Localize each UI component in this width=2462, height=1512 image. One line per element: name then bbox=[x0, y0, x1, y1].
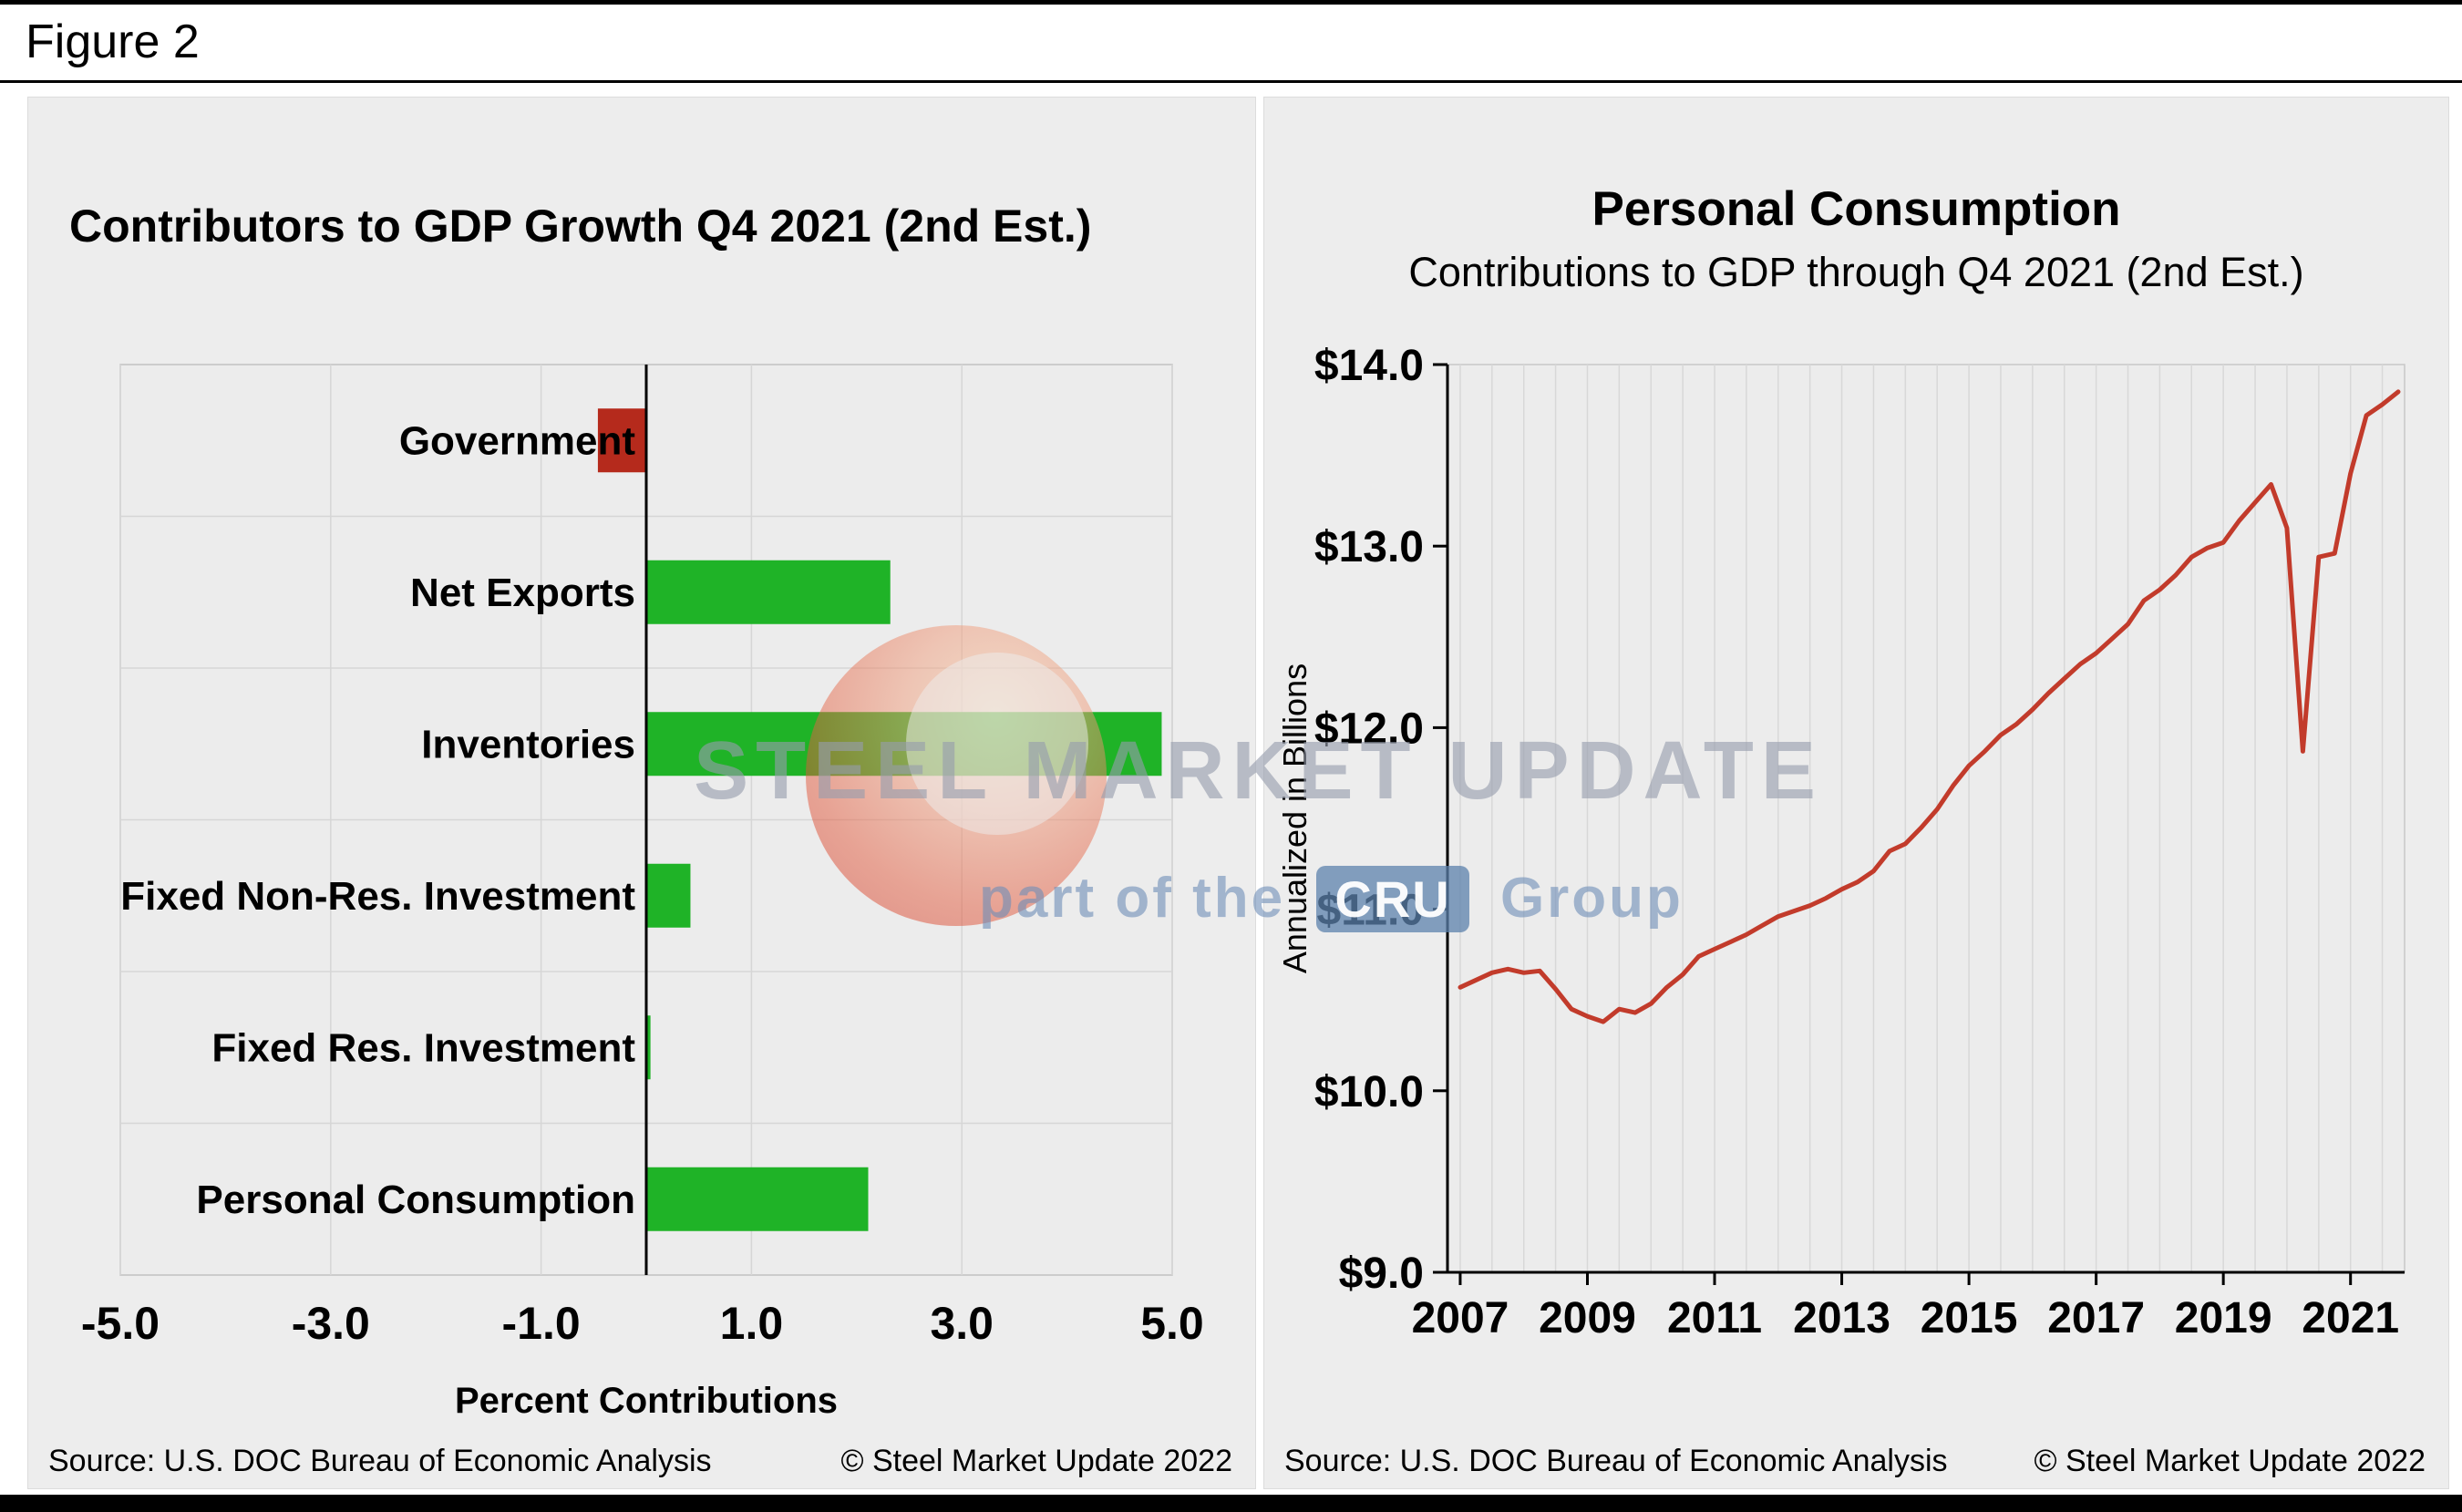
y-tick-label: $10.0 bbox=[1314, 1068, 1424, 1116]
x-tick-label: 2013 bbox=[1793, 1294, 1890, 1342]
bar-chart-svg: Government Net Exports Inventories Fixed No… bbox=[81, 364, 1204, 1349]
bar-chart-copyright-text: © Steel Market Update 2022 bbox=[840, 1444, 1232, 1478]
top-border-line bbox=[0, 0, 2462, 5]
x-tick-label: -1.0 bbox=[502, 1298, 581, 1349]
bar-chart-x-axis-label: Percent Contributions bbox=[454, 1381, 839, 1421]
bar-fixed-non-res-investment bbox=[646, 863, 691, 928]
line-chart-subtitle: Contributions to GDP through Q4 2021 (2n… bbox=[1408, 249, 2304, 295]
y-tick-label: $12.0 bbox=[1314, 705, 1424, 753]
x-tick-label: 2007 bbox=[1412, 1294, 1509, 1342]
x-tick-label: 2015 bbox=[1921, 1294, 2018, 1342]
x-tick-label: -5.0 bbox=[81, 1298, 160, 1349]
category-label-inventories: Inventories bbox=[421, 722, 635, 766]
y-tick-label: $9.0 bbox=[1339, 1250, 1424, 1298]
x-tick-label: -3.0 bbox=[292, 1298, 370, 1349]
bar-personal-consumption bbox=[646, 1167, 869, 1231]
category-label-fixed-res-investment: Fixed Res. Investment bbox=[211, 1025, 635, 1070]
personal-consumption-line bbox=[1458, 389, 2401, 1024]
x-tick-label: 2011 bbox=[1667, 1294, 1762, 1342]
bar-government bbox=[597, 408, 646, 473]
category-label-fixed-non-res-investment: Fixed Non-Res. Investment bbox=[120, 874, 635, 919]
line-plot-area bbox=[1447, 364, 2405, 1273]
figure-label: Figure 2 bbox=[26, 15, 200, 68]
bar-inventories bbox=[646, 712, 1162, 777]
line-chart-panel: Personal Consumption Contributions to GD… bbox=[1263, 97, 2449, 1489]
y-tick-label: $14.0 bbox=[1314, 342, 1424, 390]
y-tick-label: $11.0 bbox=[1317, 887, 1424, 935]
category-label-government: Government bbox=[399, 418, 636, 463]
y-tick-label: $13.0 bbox=[1314, 523, 1424, 571]
line-chart-copyright-text: © Steel Market Update 2022 bbox=[2034, 1444, 2426, 1478]
line-chart-source-text: Source: U.S. DOC Bureau of Economic Anal… bbox=[1284, 1444, 1948, 1478]
bar-fixed-res-investment bbox=[646, 1015, 651, 1080]
x-tick-label: 2019 bbox=[2175, 1294, 2272, 1342]
x-tick-label: 2009 bbox=[1539, 1294, 1636, 1342]
x-tick-label: 3.0 bbox=[930, 1298, 994, 1349]
header-rule bbox=[0, 80, 2462, 83]
bar-chart-title: Contributors to GDP Growth Q4 2021 (2nd … bbox=[69, 201, 1092, 252]
line-chart-svg: $9.0 $10.0 $11.0 $12.0 $13.0 $14.0 2007 2009 201… bbox=[1314, 342, 2405, 1342]
bottom-border-bar bbox=[0, 1495, 2462, 1512]
line-chart-title: Personal Consumption bbox=[1592, 182, 2121, 236]
x-tick-label: 2021 bbox=[2302, 1294, 2399, 1342]
x-tick-label: 1.0 bbox=[720, 1298, 784, 1349]
bar-chart-source-text: Source: U.S. DOC Bureau of Economic Anal… bbox=[48, 1444, 712, 1478]
bar-chart-panel: Contributors to GDP Growth Q4 2021 (2nd … bbox=[27, 97, 1256, 1489]
category-label-personal-consumption: Personal Consumption bbox=[196, 1178, 635, 1222]
x-tick-label: 5.0 bbox=[1140, 1298, 1204, 1349]
x-tick-label: 2017 bbox=[2047, 1294, 2145, 1342]
category-label-net-exports: Net Exports bbox=[410, 571, 635, 615]
bar-net-exports bbox=[646, 560, 891, 624]
